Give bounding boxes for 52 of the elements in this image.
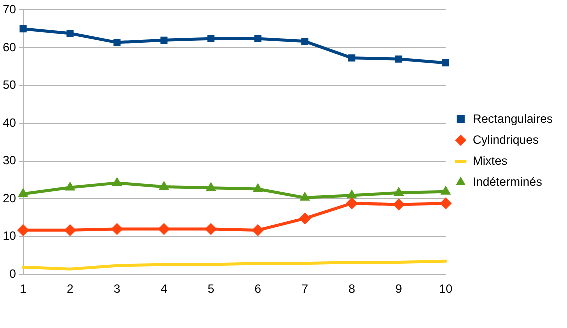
x-tick-label: 9 — [396, 282, 403, 296]
point — [66, 30, 74, 38]
point — [300, 192, 310, 201]
y-tick-label: 10 — [2, 229, 17, 244]
legend-label: Cylindriques — [472, 132, 539, 147]
point — [346, 198, 358, 210]
point — [20, 26, 27, 33]
point — [111, 223, 124, 236]
point — [206, 182, 216, 192]
x-tick-label: 5 — [208, 282, 215, 296]
y-tick-label: 30 — [2, 154, 17, 168]
y-tick-label: 60 — [2, 40, 17, 54]
point — [208, 35, 215, 42]
point — [18, 188, 29, 198]
x-tick-label: 10 — [439, 282, 453, 296]
point — [440, 186, 452, 195]
point — [299, 212, 312, 225]
legend-label: Mixtes — [472, 154, 508, 168]
legend-label: Rectangulaires — [472, 112, 553, 126]
point — [112, 177, 122, 186]
point — [65, 182, 76, 191]
point — [17, 224, 30, 236]
point — [114, 39, 121, 46]
point — [205, 223, 218, 236]
point — [442, 60, 450, 67]
point — [395, 56, 403, 63]
point — [393, 198, 405, 211]
point — [346, 190, 358, 199]
y-tick-label: 40 — [2, 116, 17, 130]
y-tick-label: 0 — [10, 266, 17, 281]
x-tick-label: 8 — [348, 282, 356, 296]
y-tick-label: 70 — [2, 2, 17, 17]
point — [160, 36, 168, 44]
point — [302, 38, 309, 46]
point — [64, 224, 76, 236]
legend-label: Indéterminés — [472, 174, 542, 189]
point — [440, 198, 452, 210]
point — [159, 180, 170, 190]
point — [158, 223, 170, 236]
point — [254, 35, 262, 42]
point — [394, 187, 404, 196]
x-tick-label: 7 — [302, 282, 309, 296]
x-tick-label: 2 — [66, 282, 74, 296]
point — [252, 224, 264, 236]
x-tick-label: 3 — [114, 282, 121, 296]
point — [252, 183, 264, 192]
y-tick-label: 20 — [2, 191, 17, 206]
y-tick-label: 50 — [2, 78, 17, 92]
point — [348, 54, 356, 62]
x-tick-label: 1 — [20, 282, 28, 296]
x-tick-label: 4 — [160, 282, 168, 296]
x-tick-label: 6 — [254, 282, 262, 296]
